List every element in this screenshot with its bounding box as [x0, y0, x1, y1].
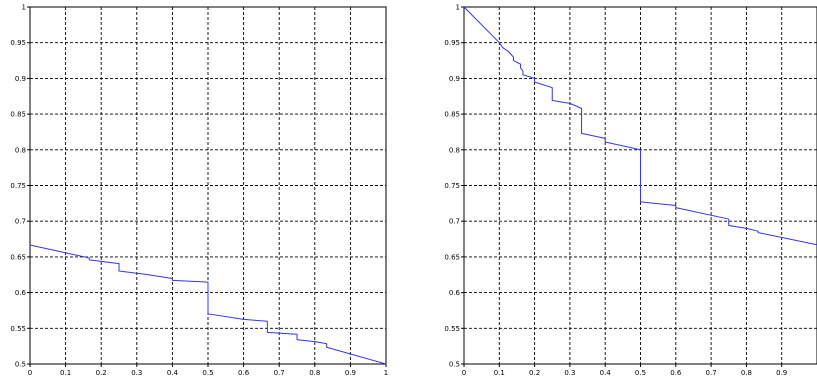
x-tick-label: 0.6	[238, 369, 250, 377]
y-tick-label: 0.95	[444, 39, 460, 47]
series-line	[29, 244, 387, 365]
x-tick-label: 0.6	[670, 369, 682, 377]
y-tick-label: 0.6	[449, 289, 461, 297]
y-tick-label: 0.85	[444, 111, 460, 119]
x-tick-label: 0	[28, 369, 32, 377]
x-tick-label: 0.7	[274, 369, 285, 377]
y-tick-label: 0.6	[15, 289, 27, 297]
y-tick-label: 0.9	[15, 75, 26, 83]
x-tick-label: 0.1	[60, 369, 71, 377]
y-tick-label: 0.8	[449, 146, 460, 154]
y-tick-label: 0.85	[10, 111, 26, 119]
y-tick-label: 0.65	[444, 253, 460, 261]
y-tick-label: 0.75	[10, 182, 26, 190]
x-tick-label: 0.8	[741, 369, 752, 377]
x-tick-label: 0.9	[345, 369, 356, 377]
y-tick-label: 0.5	[449, 361, 460, 369]
x-tick-label: 0.9	[776, 369, 787, 377]
y-tick-label: 0.9	[449, 75, 460, 83]
y-tick-label: 0.55	[10, 325, 26, 333]
x-tick-label: 0.4	[600, 369, 612, 377]
x-tick-label: 0.8	[309, 369, 320, 377]
x-tick-label: 0.2	[529, 369, 540, 377]
y-tick-label: 0.7	[449, 218, 460, 226]
y-tick-label: 0.65	[10, 253, 26, 261]
y-tick-label: 0.75	[444, 182, 460, 190]
y-tick-label: 1	[456, 4, 460, 12]
x-tick-label: 0.2	[96, 369, 107, 377]
y-tick-label: 0.8	[15, 146, 26, 154]
x-tick-label: 0	[462, 369, 466, 377]
right-chart: 0 0.1 0.2 0.3 0.4 0.5 0.6 0.7 0.8 0.9 0.5 0.55 0.6 0.…	[444, 4, 817, 377]
y-tick-label: 1	[22, 4, 26, 12]
x-tick-label: 0.4	[167, 369, 179, 377]
y-tick-label: 0.55	[444, 325, 460, 333]
left-chart: 0 0.1 0.2 0.3 0.4 0.5 0.6 0.7 0.8 0.9 1 0.5 0.55 0.6 0…	[10, 4, 388, 378]
x-tick-label: 1	[384, 369, 388, 377]
x-tick-label: 0.1	[494, 369, 505, 377]
y-tick-label: 0.7	[15, 218, 26, 226]
x-tick-label: 0.7	[706, 369, 717, 377]
y-tick-label: 0.5	[15, 361, 26, 369]
x-tick-label: 0.5	[202, 369, 213, 377]
y-tick-label: 0.95	[10, 39, 26, 47]
x-tick-label: 0.5	[635, 369, 646, 377]
series-line	[463, 6, 817, 246]
x-tick-label: 0.3	[564, 369, 575, 377]
x-tick-label: 0.3	[131, 369, 142, 377]
